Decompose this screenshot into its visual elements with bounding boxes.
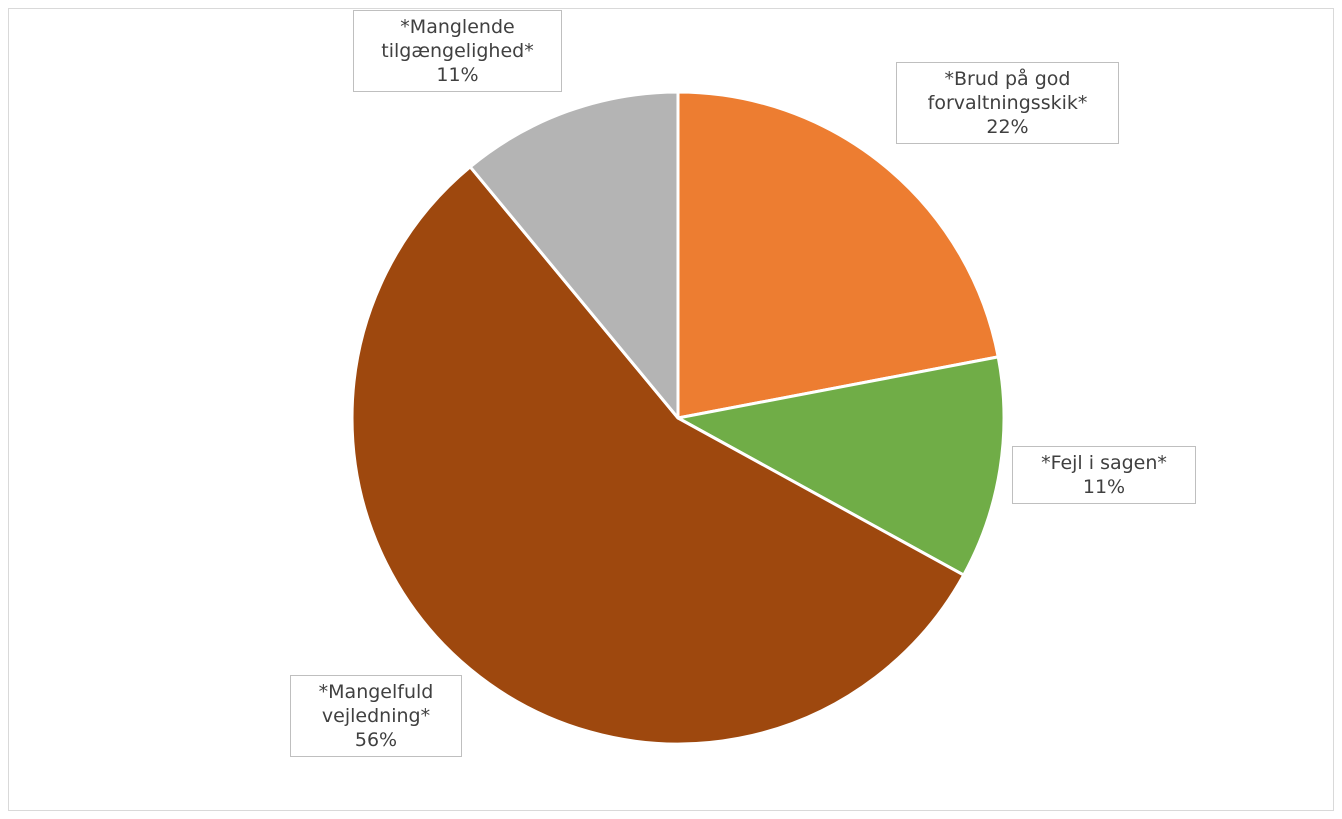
data-label-percent: 11% [1082, 476, 1126, 498]
data-label-fejl-i-sagen: *Fejl i sagen* 11% [1012, 446, 1196, 504]
data-label-text: *Mangelfuld [318, 681, 434, 703]
data-label-mangelfuld-vejledning: *Mangelfuld vejledning* 56% [290, 675, 462, 757]
pie-slice-mangelfuld-vejledning [350, 165, 966, 746]
data-label-text: tilgængelighed* [381, 40, 534, 62]
data-label-manglende-tilgaengelighed: *Manglende tilgængelighed* 11% [353, 10, 562, 92]
pie-slice-manglende-tilgaengelighed [468, 90, 680, 420]
data-label-text: vejledning* [321, 705, 431, 727]
data-label-percent: 56% [354, 729, 398, 751]
pie-slice-brud-paa-god-forvaltningsskik [676, 90, 1000, 420]
pie-slice-fejl-i-sagen [676, 355, 1006, 577]
data-label-percent: 22% [986, 116, 1029, 138]
data-label-text: *Fejl i sagen* [1041, 452, 1167, 474]
data-label-text: *Manglende [400, 16, 515, 38]
data-label-percent: 11% [436, 64, 479, 86]
data-label-text: *Brud på god [944, 68, 1071, 90]
data-label-text: forvaltningsskik* [927, 92, 1088, 114]
data-label-brud-paa-god-forvaltningsskik: *Brud på god forvaltningsskik* 22% [896, 62, 1119, 144]
